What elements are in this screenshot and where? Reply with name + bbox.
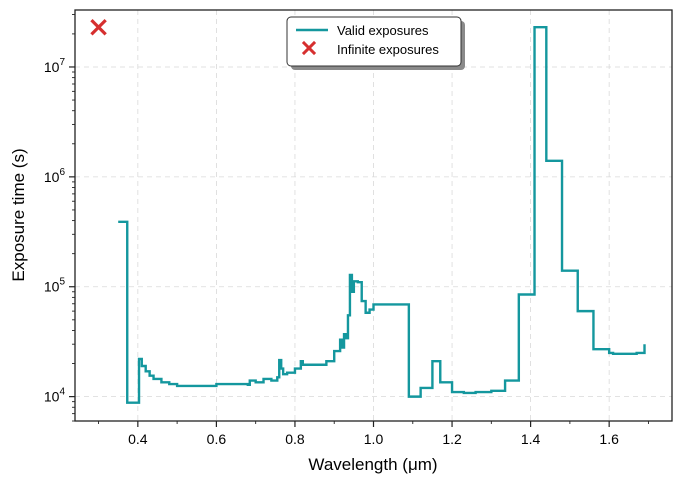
scatter-point-infinite-exposure (90, 18, 107, 36)
legend-label-valid: Valid exposures (337, 23, 429, 38)
x-tick-label: 1.6 (599, 431, 619, 447)
series-line-valid-exposures (118, 26, 646, 404)
legend-x-marker (301, 40, 317, 56)
x-tick-label: 1.0 (364, 431, 384, 447)
legend: Valid exposures Infinite exposures (286, 16, 465, 70)
x-tick-label: 1.2 (442, 431, 462, 447)
y-tick-label: 104 (44, 387, 66, 405)
x-tick-label: 0.8 (285, 431, 305, 447)
x-tick-label: 0.6 (207, 431, 227, 447)
legend-box (286, 16, 462, 67)
legend-label-infinite: Infinite exposures (337, 42, 439, 57)
axis-ticks: 0.4 0.6 0.8 1.0 1.2 1.4 1.6 104 105 106 107 (44, 14, 649, 447)
x-tick-label: 1.4 (521, 431, 541, 447)
y-axis-title: Exposure time (s) (9, 148, 28, 281)
y-tick-label: 107 (44, 57, 66, 75)
x-axis-title: Wavelength (μm) (308, 455, 437, 474)
y-tick-label: 105 (44, 277, 66, 295)
x-tick-label: 0.4 (128, 431, 148, 447)
plot-series (90, 18, 646, 404)
y-tick-label: 106 (44, 167, 66, 185)
